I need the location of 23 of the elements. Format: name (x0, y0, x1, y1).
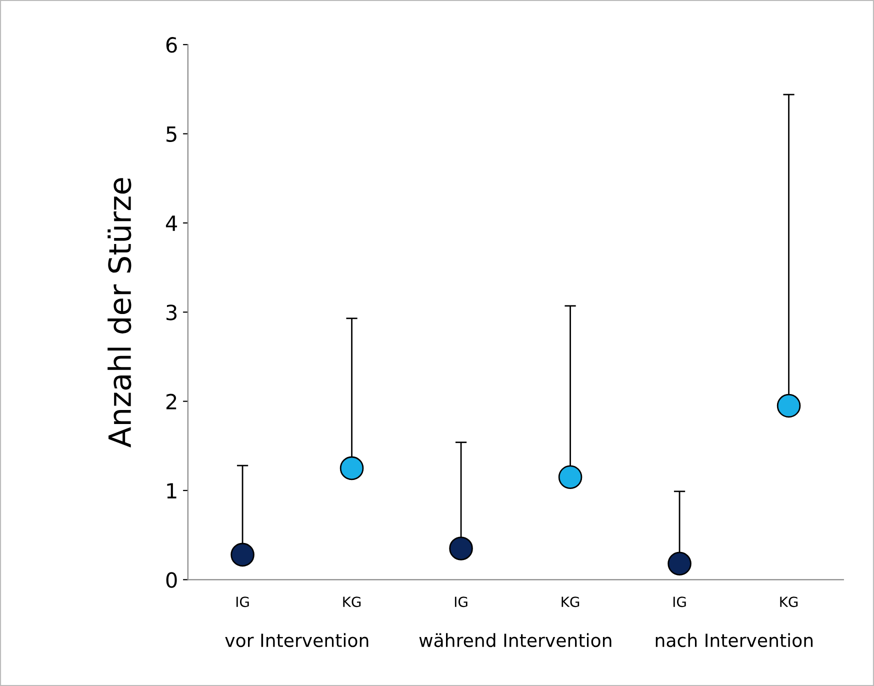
point (340, 456, 364, 480)
text: nach Intervention (656, 633, 813, 648)
point (776, 394, 801, 418)
text: vor Intervention (225, 633, 368, 648)
x-tick-label: IG (236, 596, 249, 608)
x-tick-label: IG (673, 596, 686, 608)
y-tick-label: 5 (166, 126, 176, 142)
y-tick-label: 0 (166, 572, 177, 588)
y-tick-label: 6 (166, 37, 177, 53)
y-tick-label: 3 (166, 304, 177, 320)
x-tick-label: IG (454, 596, 468, 608)
point (558, 465, 582, 490)
point (668, 552, 692, 576)
point (230, 542, 254, 567)
x-tick-label: KG (343, 596, 361, 608)
x-tick-label: KG (780, 596, 798, 608)
x-tick-label: KG (562, 596, 580, 608)
y-tick-label: 4 (166, 216, 178, 231)
y-axis-title: Anzahl der Stürze (108, 178, 132, 448)
y-tick-label: 1 (167, 483, 176, 498)
text: während Intervention (419, 633, 612, 648)
point (449, 536, 473, 560)
y-tick-label: 2 (166, 394, 176, 410)
